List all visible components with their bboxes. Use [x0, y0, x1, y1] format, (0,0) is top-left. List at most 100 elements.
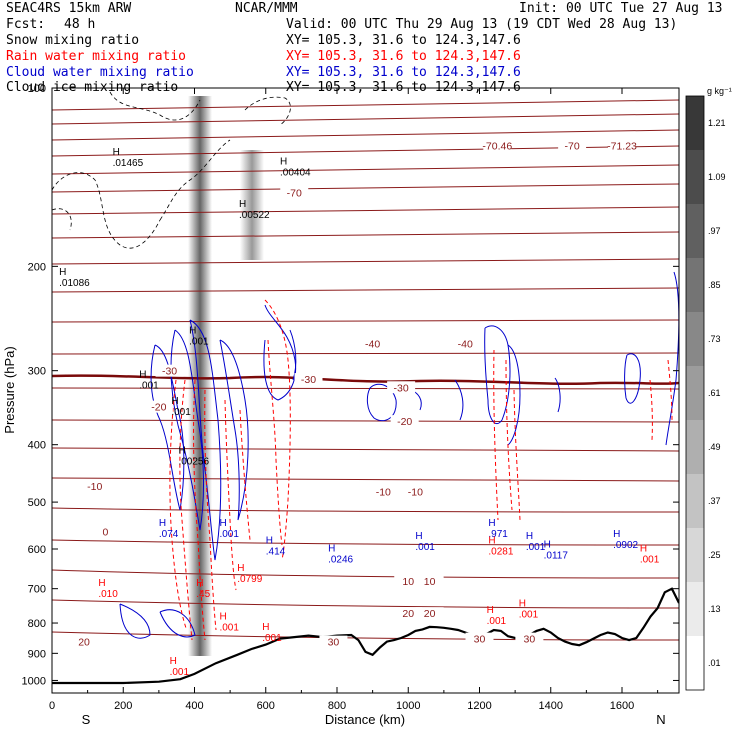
colorbar-swatch: [686, 204, 704, 258]
extremum-value: .074: [159, 529, 179, 540]
colorbar-tick-label: 1.21: [708, 118, 726, 128]
field-xy-cloud-water: XY= 105.3, 31.6 to 124.3,147.6: [286, 65, 521, 80]
extremum-marker: H: [526, 531, 533, 542]
isotherm-label-bg: [358, 337, 387, 350]
extremum-value: .001: [519, 610, 539, 621]
extremum-value: .00404: [280, 168, 311, 179]
colorbar-swatch: [686, 474, 704, 528]
isotherm-label: 30: [524, 634, 536, 646]
y-tick-label: 800: [28, 618, 46, 630]
colorbar-swatch: [686, 582, 704, 636]
colorbar-swatch: [686, 420, 704, 474]
extremum-marker: H: [189, 326, 196, 337]
isotherm-label-bg: [144, 400, 173, 413]
colorbar-tick-label: .49: [708, 442, 721, 452]
extremum-marker: H: [544, 539, 551, 550]
extremum-marker: H: [171, 396, 178, 407]
y-tick-label: 300: [28, 366, 46, 378]
isotherm-label: -20: [397, 416, 412, 428]
extremum-value: .010: [98, 589, 118, 600]
extremum-value: .001: [487, 616, 507, 627]
plot-frame: [51, 87, 680, 694]
isotherm-label-bg: [319, 635, 348, 648]
isotherm-label: -40: [365, 339, 380, 351]
isotherm-label: -10: [87, 481, 102, 493]
extremum-value: .414: [266, 546, 286, 557]
snow-contours: [52, 91, 291, 249]
extremum-value: .971: [488, 529, 508, 540]
isotherm-label-bg: [91, 525, 120, 538]
isotherm-label: 20: [78, 637, 90, 649]
isotherm-label-bg: [483, 139, 512, 152]
x-tick-label: 600: [257, 700, 275, 712]
x-tick-label: 1400: [539, 700, 563, 712]
extremum-marker: H: [139, 369, 146, 380]
colorbar-tick-label: .25: [708, 550, 721, 560]
field-name-cloud-water: Cloud water mixing ratio: [6, 65, 194, 80]
extremum-marker: H: [196, 578, 203, 589]
extremum-marker: H: [170, 656, 177, 667]
field-xy-rain: XY= 105.3, 31.6 to 124.3,147.6: [286, 49, 521, 64]
extremum-marker: H: [239, 199, 246, 210]
x-axis-title: Distance (km): [325, 712, 405, 727]
isotherm-label-bg: [280, 186, 309, 199]
isotherm-label: -70: [565, 140, 580, 152]
isotherm-label: -10: [376, 487, 391, 499]
isotherm-label: 30: [328, 637, 340, 649]
isotherm-label-bg: [451, 337, 480, 350]
x-tick-label: 200: [114, 700, 132, 712]
extremum-value: .001: [640, 555, 660, 566]
y-tick-label: 500: [28, 497, 46, 509]
isotherm-label: 10: [402, 576, 414, 588]
extremum-marker: H: [262, 622, 269, 633]
colorbar-tick-label: .73: [708, 334, 721, 344]
extremum-value: .001: [189, 337, 209, 348]
colorbar-swatch: [686, 150, 704, 204]
colorbar-frame: [685, 95, 705, 691]
extremum-marker: H: [219, 518, 226, 529]
isotherm-label: -30: [301, 374, 316, 386]
y-tick-label: 1000: [22, 675, 46, 687]
isotherm-label: -40: [458, 339, 473, 351]
extremum-value: .0281: [488, 546, 513, 557]
extremum-value: .001: [262, 633, 282, 644]
extremum-marker: H: [113, 147, 120, 158]
extremum-marker: H: [328, 544, 335, 555]
fcst-value: 48 h: [64, 17, 96, 32]
colorbar-unit: g kg⁻¹: [707, 86, 732, 96]
isotherm-label: -70.46: [482, 140, 512, 152]
extremum-marker: H: [613, 529, 620, 540]
colorbar-swatch: [686, 636, 704, 690]
extremum-marker: H: [640, 544, 647, 555]
x-tick-label: 1600: [610, 700, 634, 712]
isotherm-label: -20: [151, 402, 166, 414]
y-tick-label: 900: [28, 648, 46, 660]
isotherm-label-bg: [608, 139, 636, 152]
extremum-value: .001: [139, 380, 159, 391]
colorbar-swatch: [686, 528, 704, 582]
extremum-marker: H: [488, 518, 495, 529]
isotherm-label-bg: [415, 575, 444, 588]
extremum-value: .0902: [613, 540, 638, 551]
colorbar-tick-label: .37: [708, 496, 721, 506]
isotherm-label: 30: [474, 634, 486, 646]
isotherm-label-bg: [558, 139, 587, 152]
x-tick-label: 1000: [396, 700, 420, 712]
isotherm-label-bg: [415, 607, 444, 620]
extremum-marker: H: [266, 535, 273, 546]
isotherm-label-bg: [155, 364, 184, 377]
colorbar-swatch: [686, 366, 704, 420]
y-tick-label: 200: [28, 261, 46, 273]
isotherm-label: -30: [162, 366, 177, 378]
isotherm-label-bg: [80, 480, 109, 493]
colorbar-tick-label: .85: [708, 280, 721, 290]
extremum-marker: H: [237, 563, 244, 574]
colorbar-tick-label: .01: [708, 658, 721, 668]
extremum-marker: H: [519, 599, 526, 610]
colorbar: 1.21 1.09 .97 .85 .73 .61 .49 .37 .25 .13 .01: [685, 95, 726, 691]
x-tick-label: 400: [185, 700, 203, 712]
model-title: SEAC4RS 15km ARW: [6, 1, 132, 16]
valid-time: Valid: 00 UTC Thu 29 Aug 13 (19 CDT Wed …: [286, 17, 678, 32]
isotherm-label: 20: [424, 608, 436, 620]
extremum-value: .001: [415, 542, 435, 553]
